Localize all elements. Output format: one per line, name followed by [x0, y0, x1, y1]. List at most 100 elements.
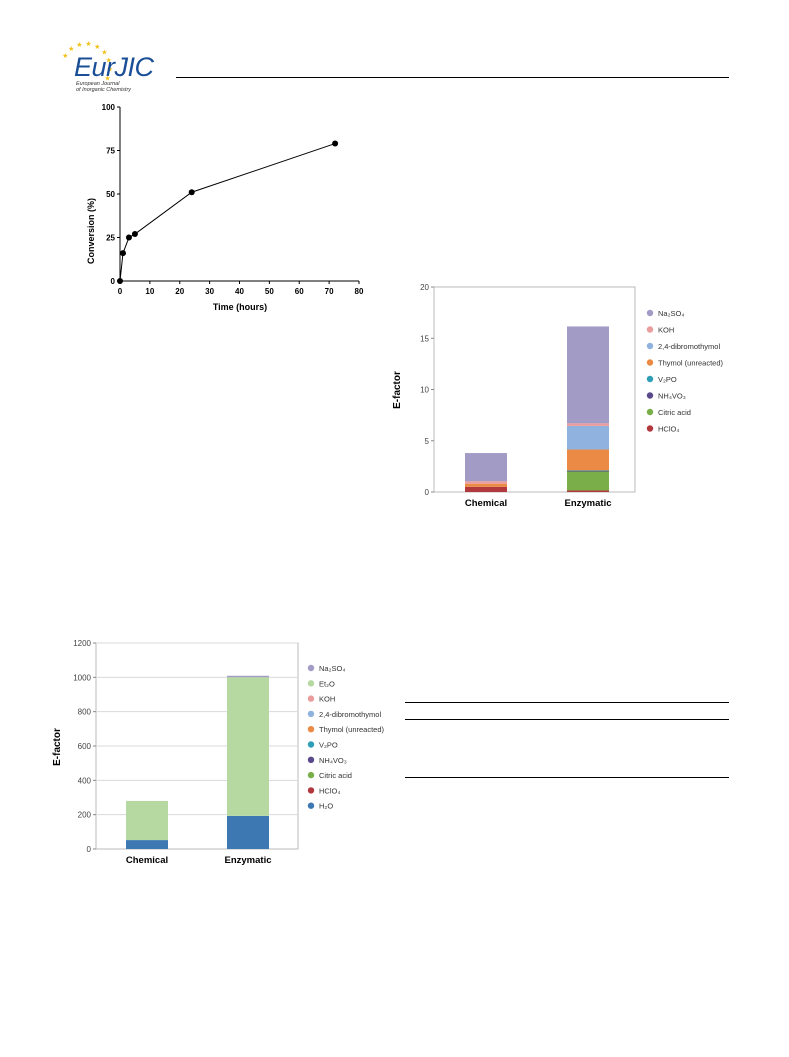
x-tick-label: 10 [145, 287, 154, 296]
conversion-chart-ticks: 0 10 20 30 40 50 60 70 80 0 25 50 75 100 [102, 103, 364, 296]
conversion-point [119, 250, 126, 257]
efactor-large-ylabel: E-factor [52, 728, 63, 766]
table-top-rule [405, 702, 729, 703]
x-tick-label: 50 [265, 287, 274, 296]
bar-segment [227, 815, 269, 849]
y-tick-label: 600 [78, 742, 92, 751]
legend-swatch [646, 408, 654, 416]
bar-segment [227, 677, 269, 816]
y-tick-label: 1200 [73, 639, 91, 648]
bar-segment [126, 840, 168, 849]
category-label: Chemical [126, 855, 168, 866]
table-header-rule [405, 719, 729, 720]
header-rule [176, 77, 729, 78]
bar-segment [126, 800, 168, 841]
legend-swatch [307, 726, 315, 733]
logo-stars: ★★★ ★ ★★★★★ [62, 40, 113, 82]
legend-label: Thymol (unreacted) [658, 359, 724, 368]
logo-star-icon: ★ [94, 43, 100, 51]
logo-subtitle-1: European Journal [76, 81, 120, 87]
logo-title: EurJIC [74, 52, 154, 82]
conversion-chart-marks [117, 140, 339, 284]
legend-label: HClO₄ [658, 425, 679, 434]
bar-segment [567, 470, 609, 472]
bar-segment [567, 423, 609, 426]
y-tick-label: 10 [420, 386, 429, 395]
logo-star-icon: ★ [62, 52, 68, 60]
x-tick-label: 70 [325, 287, 334, 296]
legend-label: 2,4-dibromothymol [658, 342, 720, 351]
logo-stars-icon: ★★★ ★ ★★★★★ [62, 40, 113, 82]
y-tick-label: 15 [420, 334, 429, 343]
x-tick-label: 80 [355, 287, 364, 296]
legend-swatch [646, 375, 654, 383]
conversion-line [119, 143, 336, 282]
efactor-small-ylabel: E-factor [392, 371, 403, 409]
y-tick-label: 800 [78, 708, 92, 717]
bar-segment [567, 470, 609, 472]
logo-star-icon: ★ [76, 41, 82, 49]
logo-star-icon: ★ [106, 57, 112, 65]
y-tick-label: 200 [78, 811, 92, 820]
y-tick-label: 100 [102, 103, 116, 112]
conversion-point [131, 231, 138, 238]
legend-swatch [646, 392, 654, 399]
legend-label: V₂PO [319, 741, 338, 750]
efactor-large-categories: Chemical Enzymatic [126, 855, 272, 866]
bar-segment [227, 675, 269, 678]
efactor-chart-small: 0 5 10 15 20 Chemical Enzymatic Na₂SO₄ KOH 2,4-… [392, 283, 724, 509]
x-tick-label: 60 [295, 287, 304, 296]
logo-subtitle-2: of Inorganic Chemistry [76, 87, 132, 93]
logo-star-icon: ★ [107, 66, 113, 74]
x-tick-label: 0 [118, 287, 123, 296]
efactor-small-legend: Na₂SO₄ KOH 2,4-dibromothymol Thymol (unreac… [646, 309, 724, 434]
bar-segment [567, 425, 609, 450]
legend-swatch [307, 771, 315, 779]
bar-segment [465, 483, 507, 487]
legend-label: NH₄VO₃ [319, 756, 347, 765]
conversion-chart-ylabel: Conversion (%) [86, 198, 96, 264]
conversion-point [188, 189, 195, 196]
category-label: Enzymatic [225, 855, 272, 866]
legend-label: 2,4-dibromothymol [319, 710, 381, 719]
y-tick-label: 50 [106, 190, 115, 199]
y-tick-label: 25 [106, 234, 115, 243]
y-tick-label: 5 [425, 437, 430, 446]
x-tick-label: 20 [175, 287, 184, 296]
conversion-chart-xlabel: Time (hours) [213, 302, 267, 312]
legend-swatch [646, 326, 654, 333]
efactor-large-legend: Na₂SO₄ Et₂O KOH 2,4-dibromothymol Thymol (un… [307, 664, 385, 811]
bar-segment [567, 326, 609, 424]
legend-label: Citric acid [658, 408, 691, 417]
legend-swatch [646, 425, 654, 432]
y-tick-label: 1000 [73, 673, 91, 682]
legend-label: KOH [319, 695, 335, 704]
legend-label: HClO₄ [319, 786, 340, 795]
conversion-point [332, 140, 339, 147]
legend-swatch [307, 756, 315, 763]
efactor-large-bars [126, 675, 269, 849]
legend-swatch [307, 802, 315, 809]
legend-swatch [646, 359, 654, 366]
legend-label: Na₂SO₄ [319, 664, 345, 673]
efactor-small-bars [465, 326, 609, 492]
legend-swatch [307, 787, 315, 794]
logo-star-icon: ★ [85, 40, 91, 48]
category-label: Enzymatic [565, 498, 612, 509]
y-tick-label: 75 [106, 147, 115, 156]
journal-logo: ★ ★ ★ ★ ★ ★ ★ ★ ★ EurJIC European Journal of Ino… [58, 40, 178, 96]
legend-swatch [307, 710, 315, 718]
legend-label: Citric acid [319, 771, 352, 780]
y-tick-label: 20 [420, 283, 429, 292]
x-tick-label: 30 [205, 287, 214, 296]
legend-swatch [307, 741, 315, 748]
logo-star-icon: ★ [101, 49, 107, 57]
legend-label: H₂O [319, 802, 333, 811]
table-bottom-rule [405, 777, 729, 778]
bar-segment [567, 449, 609, 471]
bar-segment [567, 471, 609, 491]
conversion-point [117, 278, 123, 284]
bar-segment [567, 490, 609, 492]
legend-label: V₂PO [658, 375, 677, 384]
